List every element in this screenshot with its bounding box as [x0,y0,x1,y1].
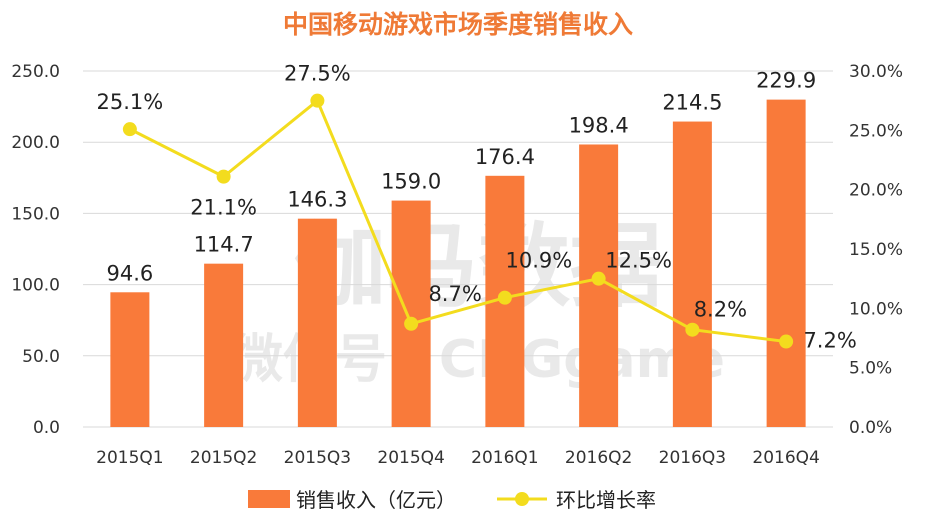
bar [204,263,244,427]
x-axis: 2015Q1 2015Q2 2015Q3 2015Q4 2016Q1 2016Q2 2016… [96,448,820,468]
x-tick-label: 2015Q3 [284,448,351,468]
line-value-label: 12.5% [605,249,672,273]
left-tick-label: 50.0 [22,347,60,367]
legend-line-label: 环比增长率 [556,488,656,512]
bar-value-label: 176.4 [475,145,535,169]
bar [672,121,712,427]
left-tick-label: 0.0 [33,418,60,438]
bar [110,292,150,427]
line-value-label: 8.7% [428,282,481,306]
right-axis: 0.0% 5.0% 10.0% 15.0% 20.0% 25.0% 30.0% [849,62,903,438]
x-tick-label: 2015Q2 [190,448,257,468]
right-tick-label: 20.0% [849,181,903,201]
right-tick-label: 25.0% [849,121,903,141]
left-tick-label: 200.0 [11,133,60,153]
bar-value-label: 114.7 [194,233,254,257]
bar-value-label: 214.5 [662,91,722,115]
x-tick-label: 2015Q1 [96,448,163,468]
right-tick-label: 10.0% [849,299,903,319]
line-point [404,316,419,331]
x-tick-label: 2016Q2 [565,448,632,468]
line-point [685,322,700,337]
line-value-label: 25.1% [97,90,164,114]
x-tick-label: 2016Q1 [471,448,538,468]
line-point [591,271,606,286]
x-tick-label: 2016Q4 [752,448,819,468]
left-axis: 0.0 50.0 100.0 150.0 200.0 250.0 [11,62,60,438]
left-tick-label: 250.0 [11,62,60,82]
x-tick-label: 2015Q4 [377,448,444,468]
bar [391,200,431,427]
right-tick-label: 15.0% [849,240,903,260]
bar-value-label: 146.3 [287,188,347,212]
bar [297,218,337,427]
legend: 销售收入（亿元） 环比增长率 [248,488,656,512]
line-value-label: 8.2% [694,298,747,322]
left-tick-label: 150.0 [11,204,60,224]
line-series: 25.1% 21.1% 27.5% 8.7% 10.9% 12.5% 8.2% 7.2% [97,62,857,353]
line-point [122,122,137,137]
bar-value-label: 229.9 [756,69,816,93]
right-tick-label: 0.0% [849,418,892,438]
line-point [310,93,325,108]
legend-line-marker [515,492,529,506]
right-tick-label: 30.0% [849,62,903,82]
line-value-label: 7.2% [803,329,856,353]
bar-value-label: 159.0 [381,170,441,194]
bar [766,99,806,427]
right-tick-label: 5.0% [849,359,892,379]
left-tick-label: 100.0 [11,276,60,296]
legend-bar-label: 销售收入（亿元） [296,488,456,512]
series-line [129,99,787,344]
line-value-label: 27.5% [284,62,351,86]
line-point [497,290,512,305]
chart-title: 中国移动游戏市场季度销售收入 [283,10,633,39]
bar-value-label: 94.6 [106,261,153,285]
x-tick-label: 2016Q3 [659,448,726,468]
line-point [779,334,794,349]
line-point [216,169,231,184]
line-value-label: 21.1% [190,196,257,220]
bar-series: 94.6 114.7 146.3 159.0 176.4 198.4 214.5 229.9 [106,69,816,427]
line-value-label: 10.9% [506,249,573,273]
legend-bar-swatch [248,490,290,508]
bar-value-label: 198.4 [569,113,629,137]
